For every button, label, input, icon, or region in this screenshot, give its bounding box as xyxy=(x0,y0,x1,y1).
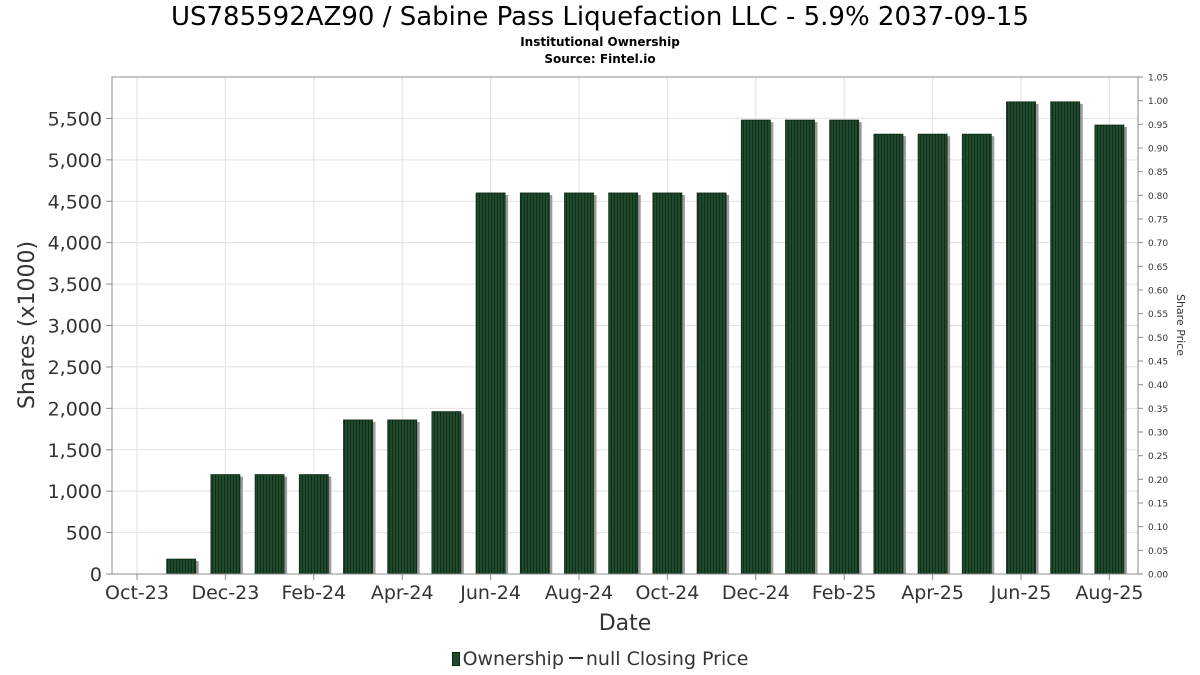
y2-tick-label: 0.65 xyxy=(1148,263,1168,273)
ownership-bar xyxy=(1094,124,1125,575)
x-tick-label: Apr-25 xyxy=(901,582,964,604)
y2-tick-label: 1.00 xyxy=(1148,97,1168,107)
legend: Ownership null Closing Price xyxy=(0,648,1200,670)
y2-tick-label: 0.15 xyxy=(1148,500,1168,510)
ownership-bar xyxy=(519,192,550,575)
y2-tick-label: 0.55 xyxy=(1148,310,1168,320)
y-tick-label: 2,000 xyxy=(48,398,102,420)
y-tick-label: 4,500 xyxy=(48,191,102,213)
legend-price-label: null Closing Price xyxy=(585,648,749,670)
ownership-bar xyxy=(873,133,904,575)
x-tick-label: Feb-24 xyxy=(281,582,346,604)
y-tick-label: 4,000 xyxy=(48,233,102,255)
y-tick-label: 0 xyxy=(90,564,102,586)
ownership-bar xyxy=(785,119,815,575)
ownership-bar xyxy=(431,411,462,575)
y2-tick-label: 0.80 xyxy=(1148,192,1168,202)
y-tick-label: 500 xyxy=(66,523,102,545)
ownership-bar xyxy=(564,192,594,575)
x-tick-label: Dec-24 xyxy=(722,582,790,604)
legend-price-line xyxy=(568,657,583,659)
x-tick-label: Feb-25 xyxy=(812,582,877,604)
ownership-bar xyxy=(387,419,418,575)
x-tick-label: Jun-24 xyxy=(459,582,521,604)
y-tick-label: 1,000 xyxy=(48,481,102,503)
x-tick-label: Apr-24 xyxy=(371,582,434,604)
y-tick-label: 5,500 xyxy=(48,108,102,130)
y2-tick-label: 0.50 xyxy=(1148,334,1168,344)
x-tick-label: Oct-24 xyxy=(635,582,699,604)
y-tick-label: 3,500 xyxy=(48,274,102,296)
y2-tick-label: 0.70 xyxy=(1148,239,1168,249)
y-tick-label: 2,500 xyxy=(48,357,102,379)
ownership-bar xyxy=(829,119,860,575)
y2-tick-label: 1.05 xyxy=(1148,74,1168,84)
y2-tick-label: 0.05 xyxy=(1148,547,1168,557)
y-tick-label: 1,500 xyxy=(48,440,102,462)
ownership-bar xyxy=(166,558,197,575)
y2-tick-label: 0.00 xyxy=(1148,571,1168,581)
y2-tick-label: 0.90 xyxy=(1148,145,1168,155)
ownership-bar xyxy=(652,192,683,575)
chart-title: US785592AZ90 / Sabine Pass Liquefaction … xyxy=(170,2,1030,32)
chart-source: Source: Fintel.io xyxy=(544,52,656,66)
x-tick-label: Jun-25 xyxy=(990,582,1052,604)
y2-tick-label: 0.20 xyxy=(1148,476,1168,486)
ownership-bar xyxy=(298,474,329,575)
y-tick-label: 5,000 xyxy=(48,150,102,172)
ownership-bar xyxy=(343,419,373,575)
y2-tick-label: 0.35 xyxy=(1148,405,1168,415)
ownership-bar xyxy=(740,119,771,575)
legend-ownership-swatch xyxy=(451,652,460,666)
x-tick-label: Oct-23 xyxy=(105,582,169,604)
y2-tick-label: 0.85 xyxy=(1148,168,1168,178)
y-axis-label: Shares (x1000) xyxy=(15,241,40,409)
x-tick-label: Aug-25 xyxy=(1075,582,1143,604)
chart-subtitle: Institutional Ownership xyxy=(520,35,680,49)
y2-tick-label: 0.25 xyxy=(1148,452,1168,462)
axis-layer: 0 500 1,000 1,500 2,000 2,500 3,000 3,500 4,000 4… xyxy=(48,74,1169,605)
y2-tick-label: 0.10 xyxy=(1148,523,1168,533)
ownership-bar xyxy=(917,133,948,575)
ownership-bar xyxy=(608,192,639,575)
ownership-bar xyxy=(961,133,992,575)
x-tick-label: Aug-24 xyxy=(545,582,613,604)
y2-axis-label: Share Price xyxy=(1174,294,1187,356)
bar-layer xyxy=(166,101,1127,575)
y2-tick-label: 0.40 xyxy=(1148,381,1168,391)
y2-tick-label: 0.60 xyxy=(1148,287,1168,297)
y-tick-label: 3,000 xyxy=(48,316,102,338)
ownership-bar xyxy=(254,474,285,575)
y2-tick-label: 0.75 xyxy=(1148,216,1168,226)
legend-ownership-label: Ownership xyxy=(462,648,564,670)
y2-tick-label: 0.30 xyxy=(1148,429,1168,439)
ownership-bar xyxy=(210,474,241,575)
ownership-bar xyxy=(475,192,506,575)
x-tick-label: Dec-23 xyxy=(191,582,259,604)
y2-tick-label: 0.95 xyxy=(1148,121,1168,131)
ownership-bar xyxy=(1006,101,1036,575)
ownership-bar xyxy=(1050,101,1081,575)
ownership-bar xyxy=(696,192,727,575)
x-axis-label: Date xyxy=(599,611,652,636)
y2-tick-label: 0.45 xyxy=(1148,358,1168,368)
